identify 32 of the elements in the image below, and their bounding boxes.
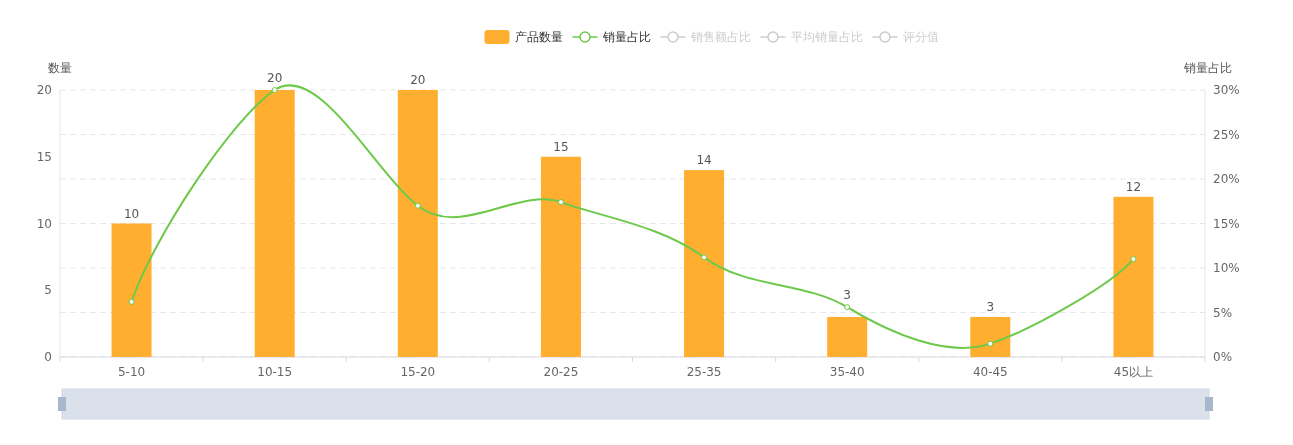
data-label: 15	[553, 139, 569, 154]
y2-tick-label: 25%	[1213, 127, 1240, 142]
data-label: 3	[986, 299, 995, 314]
y2-tick-label: 30%	[1213, 83, 1240, 97]
x-tick-label: 25-35	[686, 365, 722, 379]
x-tick-label: 20-25	[543, 365, 579, 379]
y2-tick-label: 10%	[1213, 261, 1240, 275]
y-tick-label: 10	[36, 216, 52, 231]
data-label: 20	[267, 71, 283, 85]
legend-label: 销量占比	[601, 30, 651, 44]
x-tick-label: 15-20	[400, 365, 436, 379]
y-axis-title: 数量	[48, 61, 72, 75]
y2-axis-title: 销量占比	[1183, 61, 1232, 75]
y2-tick-label: 5%	[1213, 305, 1233, 320]
y-tick-label: 20	[36, 83, 52, 97]
x-tick-label: 10-15	[257, 365, 293, 379]
data-label: 12	[1125, 179, 1142, 194]
data-label: 10	[123, 206, 140, 221]
data-label: 14	[696, 153, 712, 168]
x-tick-label: 45以上	[1113, 365, 1154, 379]
legend-label: 产品数量	[514, 30, 563, 44]
y2-tick-label: 0%	[1213, 350, 1233, 364]
x-tick-label: 35-40	[829, 365, 865, 379]
y-tick-label: 5	[44, 283, 52, 298]
y2-tick-label: 15%	[1213, 216, 1240, 231]
y-tick-label: 0	[44, 350, 52, 364]
x-tick-label: 40-45	[972, 365, 1008, 379]
y2-tick-label: 20%	[1213, 172, 1240, 186]
data-label: 20	[410, 73, 426, 87]
data-label: 3	[843, 288, 852, 303]
y-tick-label: 15	[36, 149, 52, 164]
x-tick-label: 5-10	[117, 365, 146, 379]
